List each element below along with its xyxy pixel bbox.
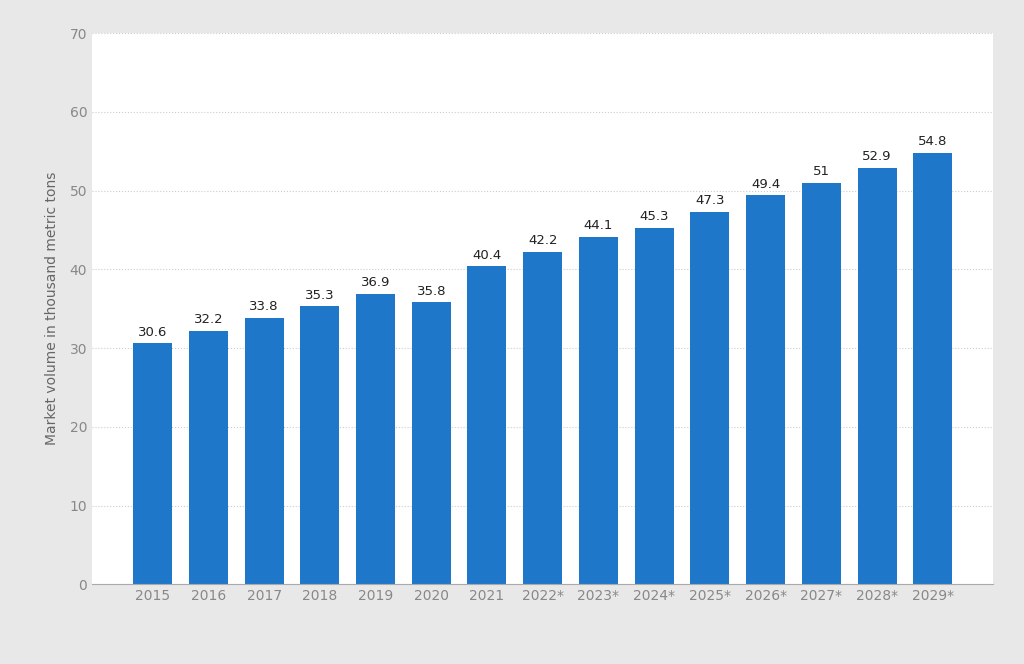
Bar: [188, 331, 228, 584]
Text: 30.6: 30.6: [138, 325, 167, 339]
Text: 35.3: 35.3: [305, 289, 335, 301]
Bar: [356, 293, 395, 584]
Bar: [913, 153, 952, 584]
Text: 33.8: 33.8: [249, 301, 279, 313]
Bar: [523, 252, 562, 584]
Text: 45.3: 45.3: [639, 210, 669, 223]
Bar: [133, 343, 172, 584]
Y-axis label: Market volume in thousand metric tons: Market volume in thousand metric tons: [45, 172, 58, 446]
Bar: [690, 212, 729, 584]
Bar: [300, 306, 339, 584]
Bar: [412, 303, 451, 584]
Text: 36.9: 36.9: [360, 276, 390, 289]
Text: 35.8: 35.8: [417, 285, 446, 297]
Text: 42.2: 42.2: [528, 234, 557, 248]
Text: 52.9: 52.9: [862, 150, 892, 163]
Text: 47.3: 47.3: [695, 194, 725, 207]
Text: 32.2: 32.2: [194, 313, 223, 326]
Bar: [579, 237, 617, 584]
Bar: [802, 183, 841, 584]
Text: 49.4: 49.4: [751, 178, 780, 191]
Bar: [857, 168, 897, 584]
Bar: [245, 318, 284, 584]
Text: 51: 51: [813, 165, 829, 178]
Bar: [468, 266, 507, 584]
Text: 40.4: 40.4: [472, 248, 502, 262]
Text: 44.1: 44.1: [584, 219, 613, 232]
Bar: [746, 195, 785, 584]
Bar: [635, 228, 674, 584]
Text: 54.8: 54.8: [919, 135, 947, 148]
